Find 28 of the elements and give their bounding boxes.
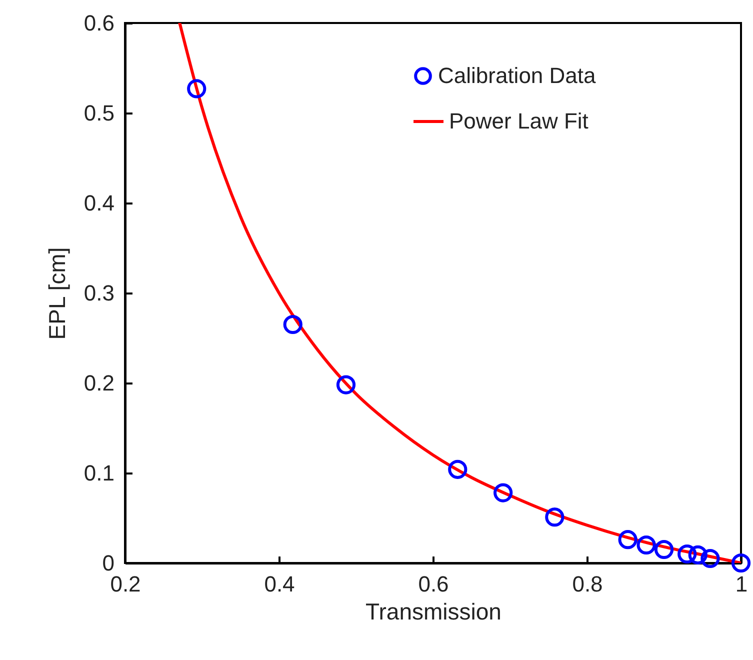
y-axis-title: EPL [cm] xyxy=(44,247,70,340)
y-tick-label: 0.1 xyxy=(84,460,114,486)
legend-label: Power Law Fit xyxy=(449,108,588,134)
point xyxy=(187,79,206,98)
point xyxy=(731,553,751,573)
point xyxy=(336,375,356,394)
point xyxy=(448,460,468,479)
point xyxy=(700,548,720,568)
y-tick-label: 0.4 xyxy=(84,190,114,216)
point xyxy=(636,535,656,555)
x-tick-label: 1 xyxy=(735,572,748,596)
point xyxy=(688,545,708,564)
line-series xyxy=(178,23,741,563)
y-tick-label: 0.3 xyxy=(84,280,114,306)
y-tick-label: 0.6 xyxy=(84,10,114,36)
x-tick-label: 0.8 xyxy=(572,572,603,596)
x-axis-title: Transmission xyxy=(366,598,502,624)
x-tick-label: 0.4 xyxy=(264,572,295,596)
point xyxy=(654,540,674,560)
x-tick-label: 0.6 xyxy=(418,572,449,596)
point xyxy=(494,483,513,502)
point xyxy=(545,508,564,527)
y-tick-label: 0.5 xyxy=(84,100,114,126)
legend-label: Calibration Data xyxy=(438,63,597,88)
point xyxy=(678,544,697,564)
point xyxy=(283,314,302,334)
y-tick-label: 0.2 xyxy=(84,370,114,396)
point xyxy=(618,530,638,550)
